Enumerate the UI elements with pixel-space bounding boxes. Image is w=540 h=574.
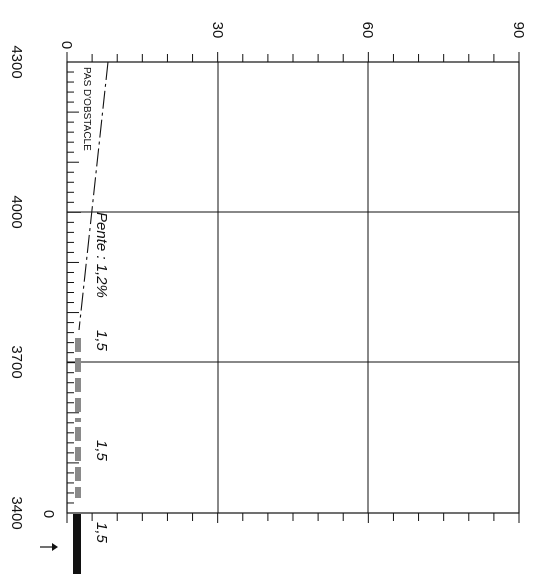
- top-tick-label-60: 60: [359, 22, 376, 39]
- segment-label-3: 1,5: [93, 522, 110, 544]
- slope-line: [78, 61, 109, 331]
- arrow-right-icon: [40, 543, 58, 551]
- left-tick-label-3400: 3400: [8, 496, 25, 529]
- segment-label-2: 1,5: [93, 440, 110, 462]
- bottom-axis-ticks: [66, 513, 520, 523]
- top-tick-label-0: 0: [58, 41, 75, 49]
- segment-label-1: 1,5: [93, 330, 110, 352]
- no-obstacle-label: PAS D'OBSTACLE: [81, 67, 92, 151]
- slope-label: Pente : 1,2%: [93, 212, 110, 298]
- left-tick-label-4300: 4300: [8, 45, 25, 78]
- left-tick-label-4000: 4000: [8, 195, 25, 228]
- bottom-zero-label: 0: [40, 510, 57, 518]
- top-tick-label-90: 90: [510, 22, 527, 39]
- grid: [67, 62, 519, 513]
- left-tick-label-3700: 3700: [8, 345, 25, 378]
- plot-frame: [66, 61, 520, 514]
- top-tick-label-30: 30: [209, 22, 226, 39]
- left-axis-ticks: [67, 61, 81, 514]
- top-axis-ticks: [66, 52, 520, 62]
